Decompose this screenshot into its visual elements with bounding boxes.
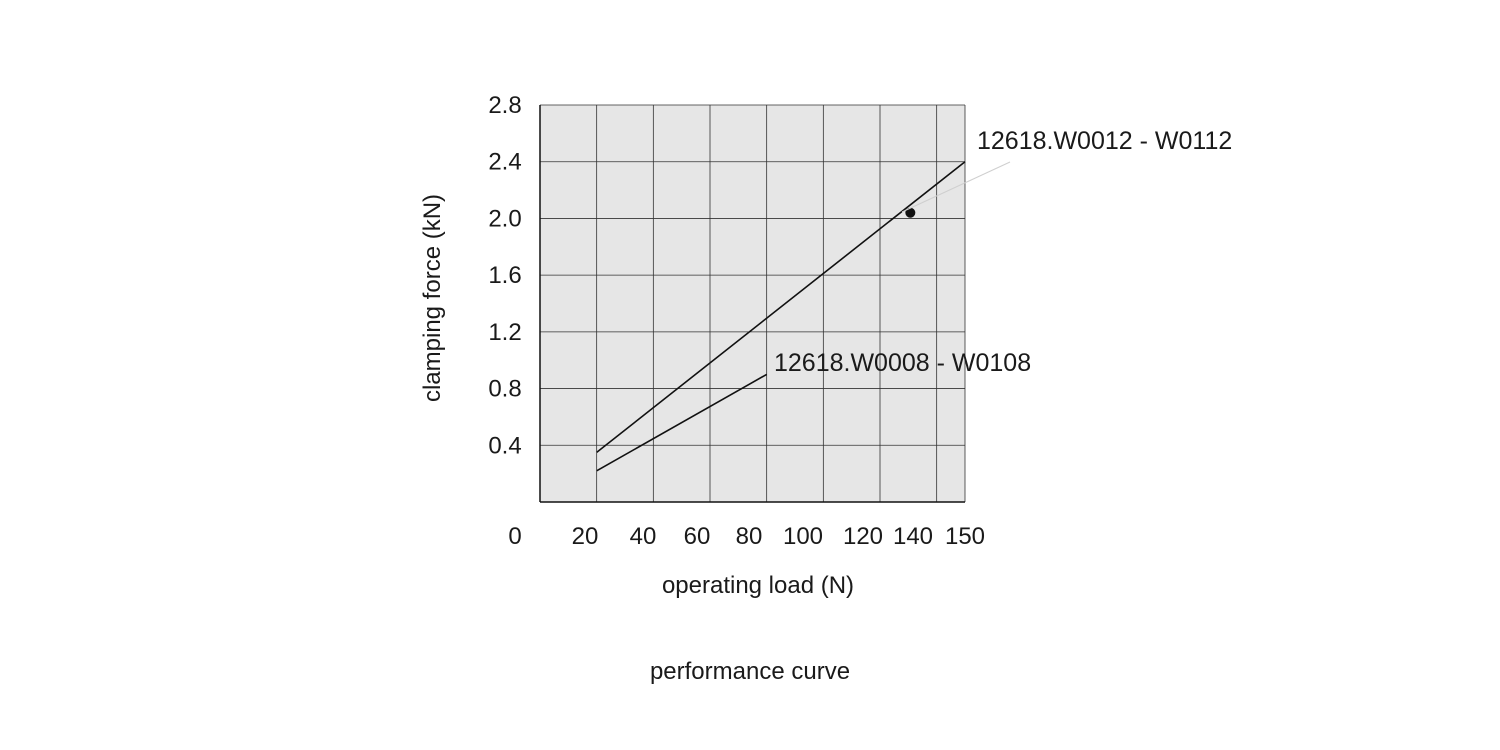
x-tick-label: 0 (508, 523, 521, 550)
series-1-leader-line (901, 161, 1011, 213)
y-tick-label: 2.4 (488, 149, 521, 176)
series-lines (596, 161, 966, 472)
x-tick-label: 20 (572, 523, 599, 550)
x-tick-label: 150 (945, 523, 985, 550)
series-2-label: 12618.W0008 - W0108 (774, 349, 1031, 377)
plot-area (540, 105, 965, 502)
x-tick-label: 40 (630, 523, 657, 550)
y-tick-label: 1.6 (488, 262, 521, 289)
x-tick-labels: 0 20 40 60 80 100 120 140 150 (508, 523, 985, 550)
y-tick-label: 2.8 (488, 92, 521, 119)
x-tick-label: 120 (843, 523, 883, 550)
series-1-label: 12618.W0012 - W0112 (977, 127, 1232, 155)
series-1-line (596, 161, 966, 454)
y-tick-label: 0.8 (488, 376, 521, 403)
x-tick-label: 140 (893, 523, 933, 550)
y-tick-labels: 0.4 0.8 1.2 1.6 2.0 2.4 2.8 (488, 92, 521, 459)
x-tick-label: 100 (783, 523, 823, 550)
x-tick-label: 60 (684, 523, 711, 550)
x-axis-title: operating load (N) (662, 572, 854, 599)
y-axis-title: clamping force (kN) (419, 194, 446, 402)
y-tick-label: 1.2 (488, 319, 521, 346)
y-tick-label: 2.0 (488, 205, 521, 232)
x-tick-label: 80 (736, 523, 763, 550)
series-1-marker (905, 207, 916, 218)
series-2-line (596, 373, 768, 472)
figure-caption: performance curve (649, 658, 851, 685)
y-tick-label: 0.4 (488, 432, 521, 459)
